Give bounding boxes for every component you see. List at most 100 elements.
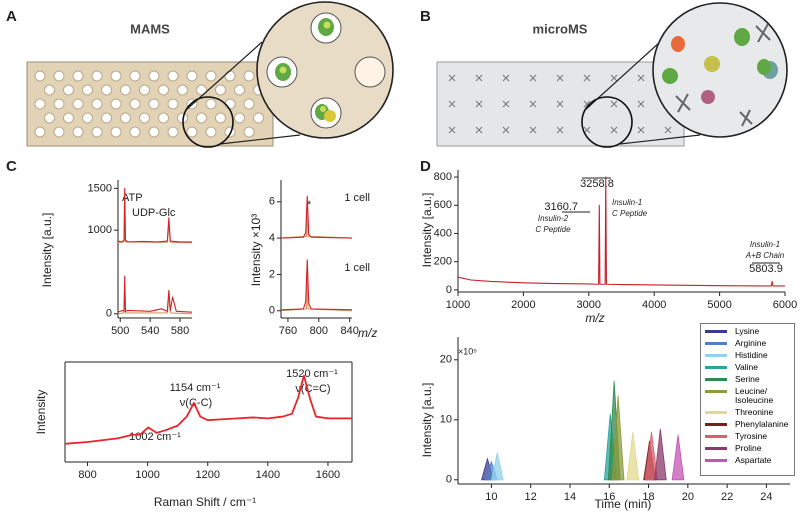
well <box>91 98 103 110</box>
diagram-title: microMS <box>533 21 588 36</box>
spectrum-line <box>117 275 193 313</box>
fiducial-mark <box>502 126 510 134</box>
legend-swatch <box>705 411 727 414</box>
legend-swatch <box>705 447 727 450</box>
spectrum-line <box>457 176 785 287</box>
peak-area <box>490 452 504 481</box>
well <box>110 126 122 138</box>
x-tick-label: 1000 <box>135 469 159 481</box>
well <box>243 98 255 110</box>
legend-label: Valine <box>735 362 758 372</box>
y-tick-label: 10 <box>440 414 452 426</box>
annotation: C Peptide <box>535 225 571 234</box>
well <box>120 112 131 124</box>
x-tick-label: 1400 <box>256 469 280 481</box>
well <box>34 126 46 138</box>
annotation: 1 cell <box>344 192 370 204</box>
legend-swatch <box>705 459 727 462</box>
legend-entry: Lysine <box>703 327 792 336</box>
x-axis-label: Time (min) <box>595 497 652 511</box>
well <box>101 84 112 96</box>
annotation: C Peptide <box>612 209 648 218</box>
x-tick-label: 580 <box>171 325 189 337</box>
well <box>72 126 84 138</box>
legend-label: Leucine/ Isoleucine <box>735 386 774 405</box>
well <box>63 112 74 124</box>
x-tick-label: 2000 <box>511 299 535 311</box>
well <box>110 98 122 110</box>
annotation: Insulin-2 <box>538 214 569 223</box>
spectrum-line <box>117 225 193 244</box>
legend-label: Arginine <box>735 338 767 348</box>
well <box>243 126 255 138</box>
zoom-line <box>219 134 301 145</box>
fiducial-mark <box>475 74 483 82</box>
fiducial-mark <box>610 100 618 108</box>
y-tick-label: 0 <box>269 305 275 317</box>
legend-label: Proline <box>735 443 762 453</box>
well <box>82 112 93 124</box>
cell <box>671 36 685 52</box>
well <box>82 84 93 96</box>
well <box>234 112 245 124</box>
well <box>158 84 169 96</box>
x-tick-label: 1200 <box>196 469 220 481</box>
x-tick-label: 760 <box>279 325 297 337</box>
fiducial-mark <box>637 126 645 134</box>
legend-entry: Valine <box>703 363 792 372</box>
annotation: Insulin-1 <box>612 198 642 207</box>
well <box>167 126 179 138</box>
x-tick-label: 22 <box>721 491 733 503</box>
y-axis-label: Intensity <box>34 390 48 435</box>
annotation: 1 cell <box>344 262 370 274</box>
annotation: ν(C-C) <box>180 397 212 409</box>
well <box>215 84 226 96</box>
well <box>72 70 84 82</box>
legend-label: Serine <box>735 374 760 384</box>
legend-entry: Aspartate <box>703 456 792 465</box>
spectrum-line <box>280 195 353 239</box>
well <box>34 98 46 110</box>
annotation: ×10⁵ <box>458 346 477 356</box>
x-tick-label: 540 <box>141 325 159 337</box>
x-tick-label: 1600 <box>316 469 340 481</box>
well <box>101 112 112 124</box>
fiducial-mark <box>448 100 456 108</box>
wells <box>266 12 386 129</box>
cell-nucleus <box>320 106 326 112</box>
y-tick-label: 2 <box>269 268 275 280</box>
well <box>148 98 160 110</box>
well <box>53 70 65 82</box>
well <box>234 84 245 96</box>
fiducial-mark <box>529 74 537 82</box>
cells <box>662 23 778 127</box>
x-tick-label: 3000 <box>577 299 601 311</box>
annotation: 1520 cm⁻¹ <box>286 368 338 380</box>
fiducial-mark <box>529 100 537 108</box>
well <box>91 126 103 138</box>
legend-label: Lysine <box>735 326 760 336</box>
annotation: 3160.7 <box>544 201 578 213</box>
spectrum-line <box>117 187 192 243</box>
legend-label: Histidine <box>735 350 768 360</box>
well <box>72 98 84 110</box>
annotation: UDP-Glc <box>132 207 176 219</box>
legend-entry: Leucine/ Isoleucine <box>703 387 792 405</box>
annotation: 1154 cm⁻¹ <box>170 382 221 394</box>
x-tick-label: 12 <box>525 491 537 503</box>
panel-letter: D <box>420 158 431 175</box>
cell <box>324 110 336 122</box>
x-tick-label: 1000 <box>446 299 470 311</box>
well <box>139 84 150 96</box>
x-tick-label: 6000 <box>773 299 797 311</box>
x-tick-label: 16 <box>603 491 615 503</box>
y-axis-label: Intensity [a.u.] <box>420 193 434 268</box>
annotation: 3258.8 <box>580 178 614 190</box>
x-tick-label: 840 <box>341 325 359 337</box>
annotation: ATP <box>122 192 143 204</box>
cell <box>734 28 750 46</box>
y-tick-label: 200 <box>434 256 452 268</box>
fiducial-mark <box>637 100 645 108</box>
cell-nucleus <box>323 21 331 29</box>
